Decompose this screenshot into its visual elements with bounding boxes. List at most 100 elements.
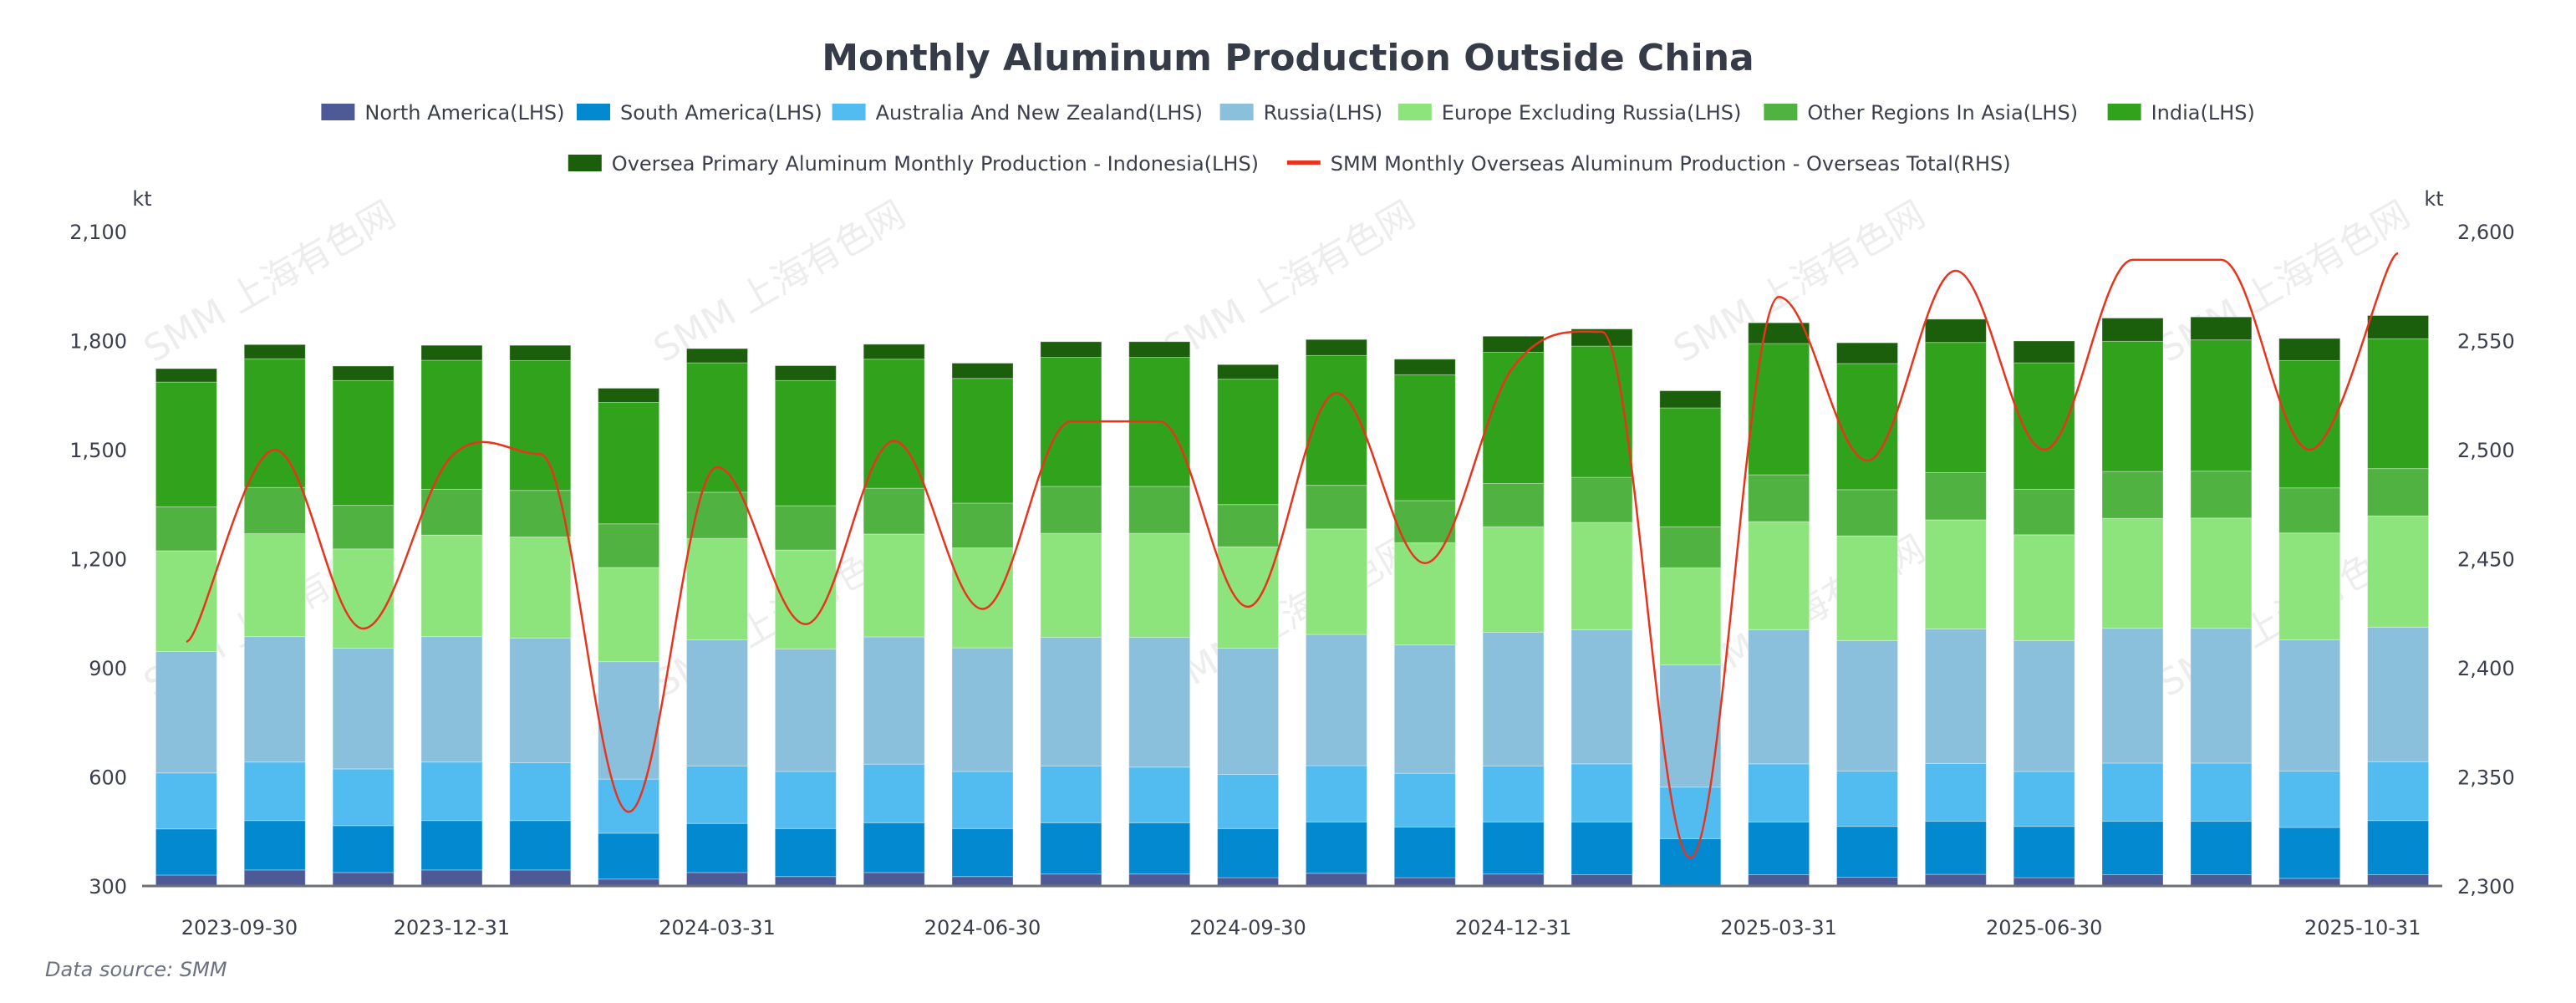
bar-segment[interactable] <box>2013 639 2075 772</box>
bar-segment[interactable] <box>332 648 395 770</box>
bar-stack[interactable] <box>1128 341 1191 887</box>
bar-segment[interactable] <box>1924 873 1987 887</box>
bar-segment[interactable] <box>774 876 837 887</box>
bar-segment[interactable] <box>1748 322 1810 344</box>
bar-stack[interactable] <box>1659 390 1722 887</box>
bar-segment[interactable] <box>1393 827 1456 878</box>
bar-segment[interactable] <box>1305 634 1367 766</box>
bar-segment[interactable] <box>1393 374 1456 502</box>
bar-segment[interactable] <box>2367 338 2430 470</box>
bar-segment[interactable] <box>1835 489 1899 537</box>
bar-segment[interactable] <box>332 548 395 649</box>
bar-segment[interactable] <box>2367 761 2430 822</box>
overseas-total-line[interactable] <box>186 252 2399 859</box>
legend-item[interactable]: Russia(LHS) <box>1219 101 1383 125</box>
bar-segment[interactable] <box>1748 874 1810 887</box>
bar-segment[interactable] <box>1040 636 1102 766</box>
bar-segment[interactable] <box>1393 772 1456 828</box>
bar-segment[interactable] <box>1835 363 1899 491</box>
bar-segment[interactable] <box>155 368 217 383</box>
bar-segment[interactable] <box>2367 874 2430 887</box>
bar-stack[interactable] <box>863 344 925 887</box>
bar-segment[interactable] <box>332 768 395 827</box>
bar-segment[interactable] <box>1571 763 1633 822</box>
bar-segment[interactable] <box>1924 821 1987 875</box>
bar-segment[interactable] <box>598 401 660 525</box>
bar-segment[interactable] <box>2367 515 2430 628</box>
bar-segment[interactable] <box>2101 874 2164 887</box>
bar-stack[interactable] <box>1924 318 1987 887</box>
bar-segment[interactable] <box>1217 504 1280 547</box>
bar-segment[interactable] <box>155 828 217 876</box>
bar-segment[interactable] <box>1217 827 1280 878</box>
bar-segment[interactable] <box>1924 342 1987 473</box>
bar-segment[interactable] <box>2190 628 2253 764</box>
bar-segment[interactable] <box>598 523 660 568</box>
bar-segment[interactable] <box>1217 379 1280 506</box>
bar-segment[interactable] <box>332 505 395 550</box>
bar-stack[interactable] <box>774 365 837 887</box>
bar-segment[interactable] <box>243 869 306 887</box>
bar-segment[interactable] <box>2101 318 2164 342</box>
bar-segment[interactable] <box>1835 771 1899 827</box>
bar-segment[interactable] <box>1128 873 1191 887</box>
bar-segment[interactable] <box>2278 532 2341 641</box>
bar-segment[interactable] <box>951 771 1014 829</box>
bar-segment[interactable] <box>1482 821 1545 875</box>
bar-segment[interactable] <box>420 761 483 822</box>
bar-segment[interactable] <box>2101 762 2164 822</box>
bar-segment[interactable] <box>243 820 306 871</box>
bar-segment[interactable] <box>1040 486 1102 534</box>
bar-segment[interactable] <box>1305 339 1367 356</box>
bar-segment[interactable] <box>2101 628 2164 764</box>
bar-segment[interactable] <box>2013 877 2075 887</box>
bar-segment[interactable] <box>2013 771 2075 827</box>
bar-segment[interactable] <box>1482 335 1545 353</box>
bar-segment[interactable] <box>863 359 925 489</box>
bar-segment[interactable] <box>2190 316 2253 341</box>
bar-segment[interactable] <box>509 344 572 361</box>
bar-segment[interactable] <box>1571 328 1633 347</box>
bar-segment[interactable] <box>2367 314 2430 339</box>
bar-segment[interactable] <box>1393 644 1456 774</box>
bar-segment[interactable] <box>420 636 483 763</box>
legend-item[interactable]: SMM Monthly Overseas Aluminum Production… <box>1286 152 2011 176</box>
bar-segment[interactable] <box>1748 763 1810 822</box>
bar-segment[interactable] <box>1924 519 1987 629</box>
bar-segment[interactable] <box>1924 628 1987 764</box>
bar-segment[interactable] <box>951 502 1014 548</box>
bar-segment[interactable] <box>420 820 483 871</box>
bar-segment[interactable] <box>1835 877 1899 887</box>
bar-segment[interactable] <box>1305 765 1367 822</box>
bar-segment[interactable] <box>243 344 306 359</box>
bar-segment[interactable] <box>1659 526 1722 568</box>
bar-segment[interactable] <box>774 379 837 507</box>
bar-segment[interactable] <box>155 550 217 652</box>
bar-segment[interactable] <box>332 872 395 887</box>
bar-segment[interactable] <box>420 359 483 490</box>
bar-segment[interactable] <box>1659 407 1722 527</box>
bar-segment[interactable] <box>951 378 1014 504</box>
bar-stack[interactable] <box>1748 322 1810 887</box>
bar-segment[interactable] <box>1924 762 1987 822</box>
bar-segment[interactable] <box>2278 827 2341 879</box>
bar-segment[interactable] <box>2190 821 2253 876</box>
bar-segment[interactable] <box>509 869 572 887</box>
legend-item[interactable]: Other Regions In Asia(LHS) <box>1764 101 2078 125</box>
bar-segment[interactable] <box>951 827 1014 878</box>
bar-stack[interactable] <box>2101 318 2164 887</box>
bar-segment[interactable] <box>1305 821 1367 874</box>
bar-segment[interactable] <box>1835 342 1899 364</box>
bar-segment[interactable] <box>598 832 660 880</box>
bar-segment[interactable] <box>1571 476 1633 523</box>
bar-segment[interactable] <box>1040 532 1102 638</box>
bar-segment[interactable] <box>1128 822 1191 875</box>
bar-segment[interactable] <box>1482 765 1545 822</box>
bar-segment[interactable] <box>2013 534 2075 641</box>
bar-segment[interactable] <box>1924 318 1987 344</box>
bar-segment[interactable] <box>863 872 925 887</box>
bar-segment[interactable] <box>509 536 572 639</box>
bar-segment[interactable] <box>2101 471 2164 519</box>
bar-segment[interactable] <box>1571 874 1633 887</box>
bar-segment[interactable] <box>2278 338 2341 361</box>
